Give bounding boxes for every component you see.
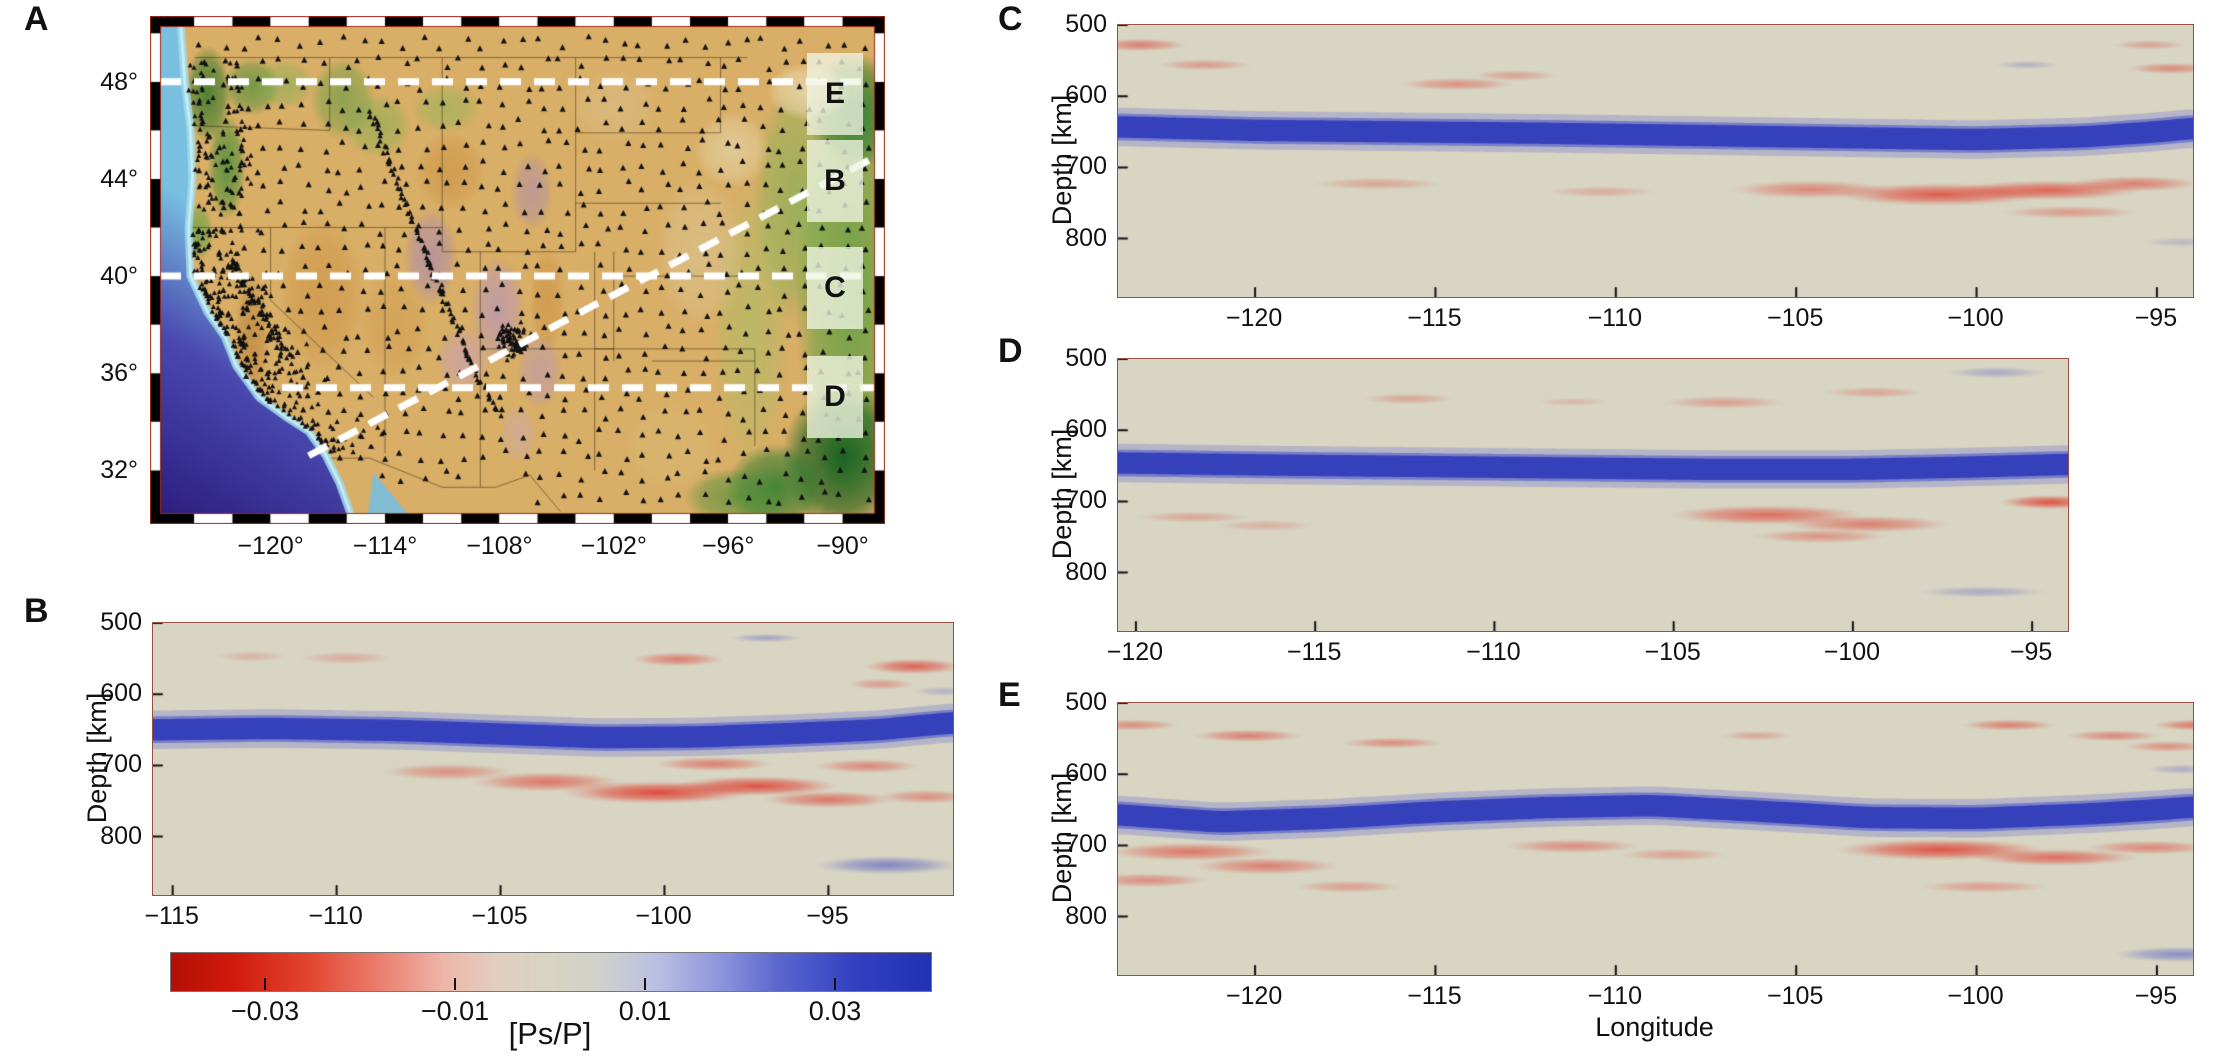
colorbar-tick-mark	[454, 978, 456, 990]
x-tick-label: −120	[1225, 304, 1283, 332]
map-section-label-C: C	[806, 247, 863, 330]
section-c-canvas	[1117, 24, 2194, 298]
x-tick-label: −105	[1644, 638, 1701, 666]
y-tick-label: 600	[1065, 759, 1107, 788]
colorbar-tick-label: −0.03	[230, 996, 300, 1026]
y-tick-label: 600	[1065, 81, 1107, 110]
panel-c-letter: C	[998, 0, 1023, 38]
colorbar-tick-label: 0.01	[618, 996, 672, 1026]
colorbar-label: [Ps/P]	[508, 1016, 592, 1051]
panel-e-letter: E	[998, 676, 1021, 714]
y-tick-label: 700	[1065, 486, 1107, 515]
x-tick-label: −100	[635, 902, 692, 930]
map-lon-tick-label: −114°	[352, 532, 418, 560]
x-tick-label: −110	[1587, 982, 1643, 1010]
map-lon-tick-label: −96°	[701, 532, 755, 560]
section-b-canvas	[152, 622, 954, 896]
x-tick-label: −100	[1823, 638, 1881, 666]
colorbar-tick-mark	[264, 978, 266, 990]
x-tick-label: −115	[1407, 304, 1462, 332]
map-lon-tick-label: −102°	[580, 532, 647, 560]
y-tick-label: 800	[1065, 557, 1107, 586]
section-e-canvas	[1117, 702, 2194, 976]
y-tick-label: 500	[100, 608, 142, 636]
x-tick-label: −105	[1767, 304, 1824, 332]
map-lat-tick-label: 36°	[100, 359, 138, 388]
colorbar-tick-mark	[834, 978, 836, 990]
map-section-label-E: E	[806, 52, 863, 135]
x-tick-label: −110	[1587, 304, 1643, 332]
y-tick-label: 600	[1065, 415, 1107, 444]
y-tick-label: 500	[1065, 344, 1107, 372]
map-lon-tick-label: −90°	[816, 532, 869, 560]
panel-a-letter: A	[24, 0, 49, 38]
x-tick-label: −115	[1286, 638, 1342, 666]
panel-b-letter: B	[24, 592, 49, 630]
x-tick-label: −105	[471, 902, 528, 930]
y-tick-label: 700	[100, 750, 142, 779]
x-tick-label: −120	[1106, 638, 1164, 666]
map-lon-tick-label: −108°	[466, 532, 533, 560]
section-e-xlabel: Longitude	[1595, 1012, 1714, 1042]
map-lat-tick-label: 32°	[100, 456, 138, 485]
x-tick-label: −115	[1407, 982, 1462, 1010]
y-tick-label: 500	[1065, 688, 1107, 716]
map-lat-tick-label: 48°	[100, 67, 138, 96]
colorbar-tick-mark	[644, 978, 646, 990]
y-tick-label: 800	[1065, 223, 1107, 252]
map-canvas	[150, 16, 885, 524]
section-d-canvas	[1117, 358, 2069, 632]
colorbar	[170, 952, 932, 992]
x-tick-label: −110	[1466, 638, 1521, 666]
x-tick-label: −110	[308, 902, 363, 930]
y-tick-label: 700	[1065, 830, 1107, 859]
map-lat-tick-label: 44°	[100, 164, 138, 193]
x-tick-label: −120	[1225, 982, 1283, 1010]
x-tick-label: −100	[1947, 304, 2004, 332]
x-tick-label: −95	[2009, 638, 2053, 666]
map-lon-tick-label: −120°	[237, 532, 304, 560]
panel-d-letter: D	[998, 332, 1023, 370]
x-tick-label: −95	[806, 902, 849, 930]
y-tick-label: 700	[1065, 152, 1107, 181]
y-tick-label: 800	[1065, 901, 1107, 930]
x-tick-label: −105	[1767, 982, 1824, 1010]
y-tick-label: 500	[1065, 10, 1107, 38]
colorbar-tick-label: 0.03	[808, 996, 862, 1026]
map-section-label-B: B	[806, 140, 863, 223]
colorbar-tick-label: −0.01	[420, 996, 490, 1026]
y-tick-label: 600	[100, 679, 142, 708]
map-section-label-D: D	[806, 356, 863, 439]
x-tick-label: −95	[2134, 304, 2178, 332]
x-tick-label: −115	[144, 902, 199, 930]
y-tick-label: 800	[100, 821, 142, 850]
map-lat-tick-label: 40°	[100, 262, 138, 291]
x-tick-label: −100	[1947, 982, 2004, 1010]
x-tick-label: −95	[2134, 982, 2178, 1010]
